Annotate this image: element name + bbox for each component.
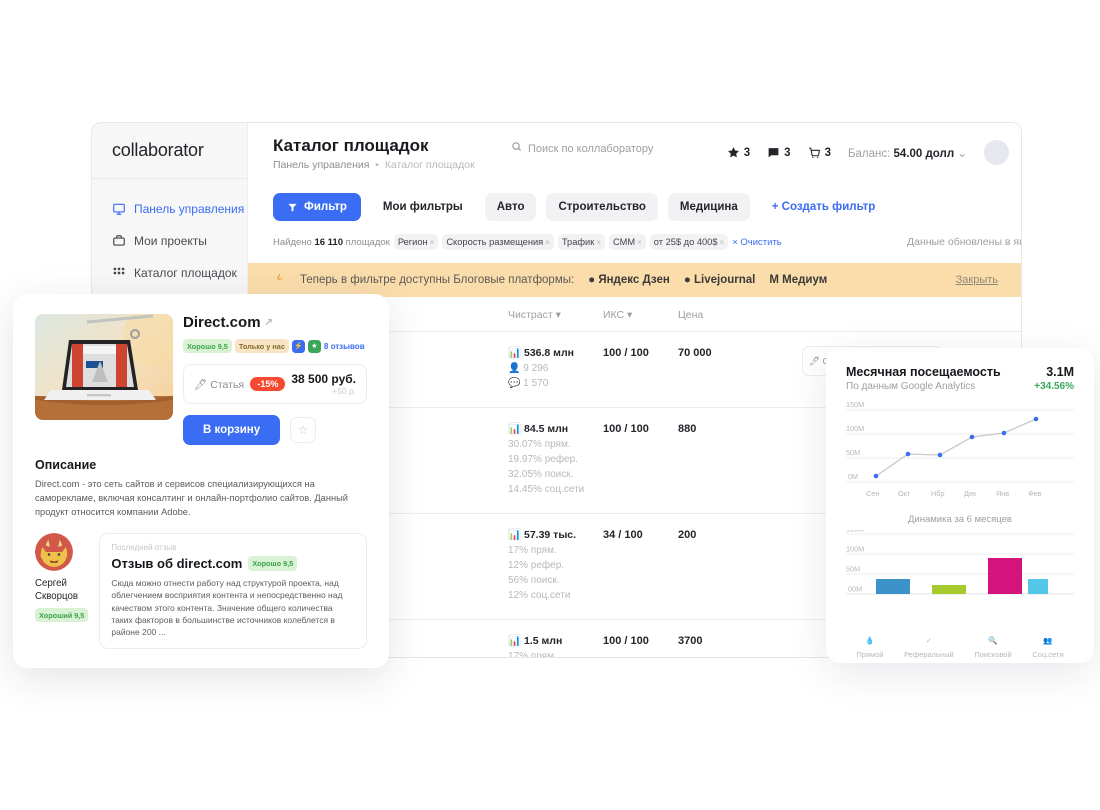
svg-text:Нбр: Нбр <box>931 489 945 498</box>
svg-text:Янв: Янв <box>996 489 1009 498</box>
svg-text:100M: 100M <box>846 424 864 433</box>
svg-text:0M: 0M <box>848 472 858 481</box>
svg-text:50M: 50M <box>846 565 860 574</box>
svg-text:150M: 150M <box>846 530 864 534</box>
svg-text:Дек: Дек <box>964 489 977 498</box>
svg-text:50M: 50M <box>846 448 860 457</box>
svg-text:00M: 00M <box>848 585 862 594</box>
svg-text:150M: 150M <box>846 400 864 409</box>
svg-text:Фев: Фев <box>1028 489 1042 498</box>
svg-text:Сен: Сен <box>866 489 879 498</box>
svg-text:Окт: Окт <box>898 489 911 498</box>
svg-text:100M: 100M <box>846 545 864 554</box>
